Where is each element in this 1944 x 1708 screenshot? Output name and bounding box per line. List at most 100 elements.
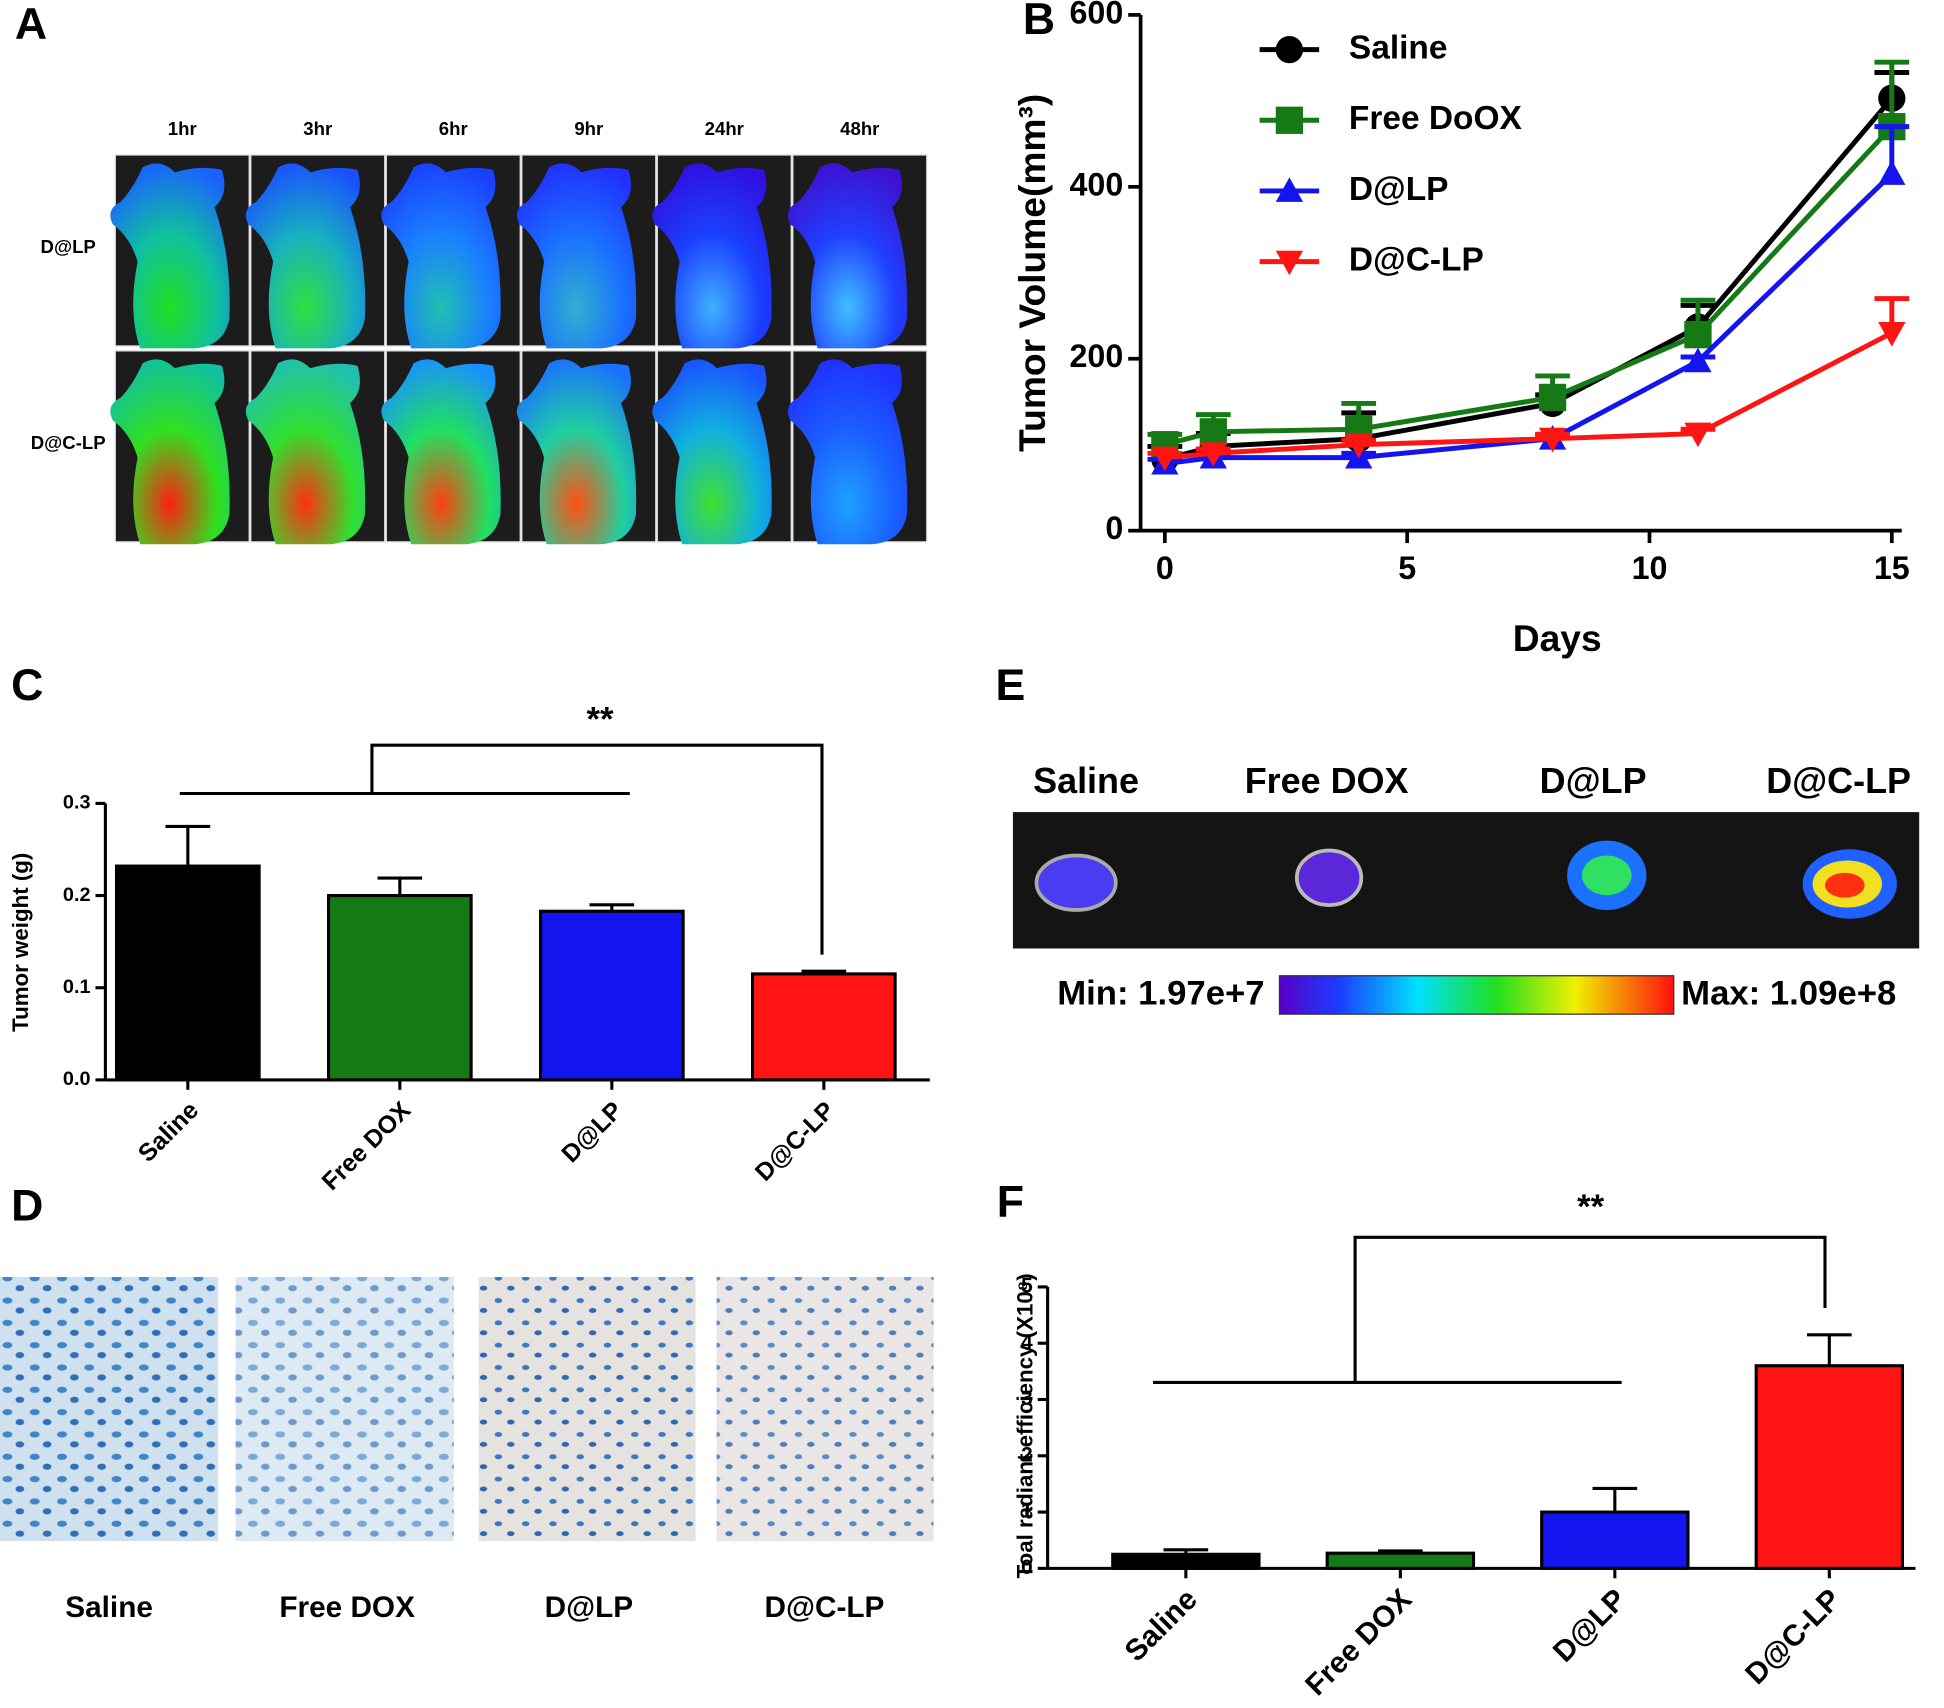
y-tick-label: 3 — [1021, 1387, 1033, 1410]
bar — [1111, 1552, 1261, 1570]
panel-label: F — [997, 1178, 1024, 1227]
organ-label: D@C-LP — [1766, 760, 1911, 801]
x-tick-label: Free DOX — [1299, 1583, 1418, 1702]
marker — [1538, 427, 1567, 453]
y-axis-title: Tumor Volume(mm³) — [1011, 94, 1053, 452]
marker — [1199, 418, 1227, 446]
panel-label: E — [996, 661, 1026, 710]
time-label: 3hr — [303, 118, 332, 139]
significance-label: ** — [587, 701, 615, 739]
row-label: D@LP — [41, 236, 96, 257]
colorbar-min: Min: 1.97e+7 — [1057, 975, 1264, 1013]
x-tick-label: 15 — [1874, 550, 1910, 586]
organ — [1294, 848, 1364, 907]
y-tick-label: 0.1 — [63, 976, 91, 998]
marker — [1345, 433, 1373, 459]
organ — [1824, 872, 1865, 898]
x-tick-label: 0 — [1156, 550, 1174, 586]
colorbar — [1278, 975, 1675, 1015]
mouse-silhouette — [516, 359, 637, 545]
histology-image — [235, 1277, 454, 1542]
marker — [1684, 422, 1712, 448]
colorbar-max: Max: 1.09e+8 — [1681, 975, 1896, 1013]
layout — [0, 812, 1920, 1542]
x-tick-label: D@LP — [557, 1097, 628, 1168]
legend-label: Saline — [1349, 29, 1448, 66]
x-tick-label: D@LP — [1547, 1583, 1633, 1669]
time-label: 9hr — [574, 118, 603, 139]
x-tick-label: D@C-LP — [750, 1097, 840, 1187]
series-line — [1164, 124, 1894, 448]
organ-label: D@LP — [1540, 760, 1647, 801]
y-tick-label: 0 — [1105, 510, 1123, 546]
bar — [114, 864, 261, 1082]
mouse-silhouette — [787, 359, 908, 545]
histology-image — [0, 1277, 219, 1542]
mouse-silhouette — [652, 163, 772, 349]
mouse-silhouette — [381, 163, 501, 349]
histology-label: Free DOX — [279, 1591, 415, 1624]
bar — [751, 972, 897, 1082]
series-line — [1164, 330, 1893, 461]
y-tick-label: 0.2 — [63, 884, 91, 906]
x-tick-label: 10 — [1632, 550, 1668, 586]
mouse-silhouette — [787, 163, 908, 349]
legend-label: D@C-LP — [1349, 241, 1484, 278]
mouse-silhouette — [110, 163, 230, 349]
organ — [1034, 853, 1118, 912]
error-bar — [1807, 1333, 1852, 1366]
bar — [1325, 1551, 1476, 1570]
y-axis-title: Tumor weight (g) — [8, 853, 33, 1032]
legend-label: D@LP — [1349, 171, 1449, 208]
marker — [1151, 446, 1179, 472]
panel-label: B — [1023, 0, 1055, 44]
legend-marker — [1275, 106, 1304, 134]
y-tick-label: 400 — [1069, 166, 1123, 202]
series-line — [1164, 172, 1894, 467]
y-tick-label: 5 — [1021, 1274, 1033, 1297]
mouse-silhouette — [245, 359, 366, 545]
histology-image — [478, 1277, 696, 1542]
organ-label: Saline — [1033, 760, 1139, 801]
time-label: 6hr — [439, 118, 468, 139]
significance-label: ** — [1577, 1188, 1605, 1226]
marker — [1684, 347, 1712, 373]
y-tick-label: 1 — [1021, 1500, 1033, 1523]
legend-marker — [1275, 177, 1304, 202]
bar — [1754, 1364, 1905, 1570]
marker — [1878, 160, 1906, 185]
x-tick-label: 5 — [1398, 550, 1416, 586]
x-tick-label: Free DOX — [317, 1097, 416, 1196]
y-axis-title: Toal radiant efficiency (X10⁸) — [1012, 1273, 1037, 1578]
panel-label: D — [11, 1182, 43, 1231]
mouse-silhouette — [245, 163, 366, 349]
legend-marker — [1275, 250, 1304, 276]
mouse-silhouette — [652, 359, 772, 545]
histology-label: D@C-LP — [765, 1591, 885, 1624]
error-bar — [1592, 1486, 1638, 1513]
histology-label: D@LP — [545, 1591, 634, 1624]
panel-label: C — [11, 661, 43, 710]
ex-vivo-image — [1012, 812, 1920, 949]
marker — [1684, 321, 1712, 349]
time-label: 24hr — [705, 118, 744, 139]
histology-image — [716, 1277, 934, 1542]
legend-label: Free DoOX — [1349, 100, 1523, 137]
significance-bracket — [179, 743, 824, 955]
marker — [1878, 322, 1906, 347]
significance-bracket — [1153, 1235, 1827, 1384]
bar — [1540, 1510, 1690, 1570]
error-bar — [377, 876, 423, 896]
histology-label: Saline — [65, 1591, 153, 1624]
row-label: D@C-LP — [31, 432, 106, 453]
bar — [539, 909, 685, 1082]
marker — [1538, 383, 1567, 412]
x-axis-title: Days — [1513, 617, 1602, 659]
y-tick-label: 200 — [1069, 338, 1123, 374]
time-label: 1hr — [168, 118, 197, 139]
time-label: 48hr — [840, 118, 879, 139]
x-tick-label: Saline — [133, 1097, 204, 1168]
y-tick-label: 600 — [1069, 0, 1123, 30]
organ — [1581, 855, 1632, 896]
